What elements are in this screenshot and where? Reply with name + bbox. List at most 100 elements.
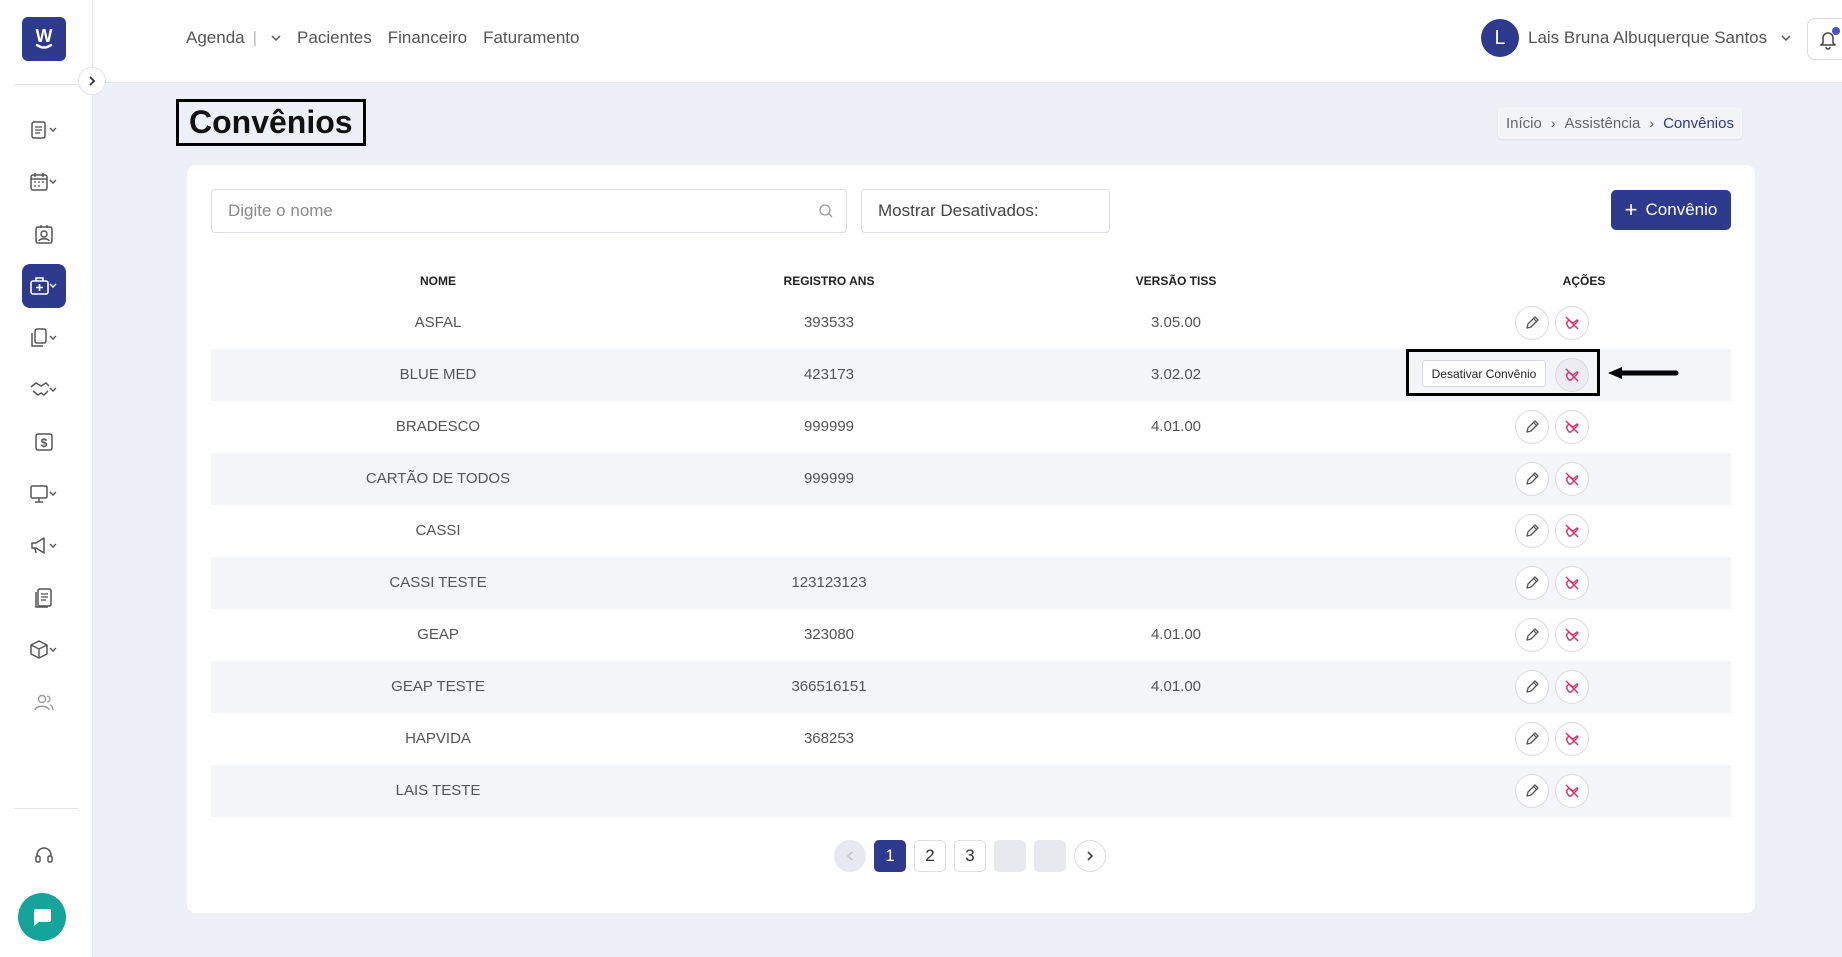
edit-button[interactable] xyxy=(1515,462,1549,496)
column-header-tiss[interactable]: VERSÃO TISS xyxy=(1135,274,1217,288)
table-row: HAPVIDA 368253 xyxy=(211,713,1731,765)
pencil-icon xyxy=(1526,316,1539,329)
show-disabled-filter: Mostrar Desativados: xyxy=(861,189,1682,233)
deactivate-button[interactable] xyxy=(1555,774,1589,808)
sidebar-item-reports[interactable] xyxy=(22,576,66,620)
hand-off-icon xyxy=(1565,732,1579,746)
notifications-button[interactable] xyxy=(1807,18,1842,60)
search-input[interactable] xyxy=(228,201,808,221)
edit-button[interactable] xyxy=(1515,410,1549,444)
table-row: BRADESCO 999999 4.01.00 xyxy=(211,401,1731,453)
add-insurance-button[interactable]: + Convênio xyxy=(1611,190,1731,230)
chevron-down-icon xyxy=(1781,35,1791,42)
nav-faturamento[interactable]: Faturamento xyxy=(483,28,580,47)
sidebar-item-computer[interactable] xyxy=(22,472,66,516)
handshake-icon xyxy=(30,382,57,396)
box-icon xyxy=(30,640,57,659)
chevron-right-icon: › xyxy=(1649,115,1655,131)
deactivate-button[interactable] xyxy=(1555,722,1589,756)
cell-name: GEAP TESTE xyxy=(391,678,485,695)
deactivate-button[interactable] xyxy=(1555,462,1589,496)
records-icon xyxy=(31,121,57,139)
nav-agenda-separator: | xyxy=(252,28,258,47)
edit-button[interactable] xyxy=(1515,514,1549,548)
show-disabled-label: Mostrar Desativados: xyxy=(878,201,1039,220)
next-page-button[interactable] xyxy=(1074,840,1106,872)
sidebar-divider xyxy=(14,84,78,85)
deactivate-button[interactable] xyxy=(1555,410,1589,444)
sidebar-item-assistance[interactable] xyxy=(22,264,66,308)
deactivate-button[interactable] xyxy=(1555,618,1589,652)
cell-name: HAPVIDA xyxy=(405,730,471,747)
sidebar-item-marketing[interactable] xyxy=(22,524,66,568)
chat-button[interactable] xyxy=(18,893,66,941)
add-insurance-label: Convênio xyxy=(1645,200,1718,219)
sidebar-item-documents[interactable] xyxy=(22,316,66,360)
sidebar-item-users[interactable] xyxy=(22,680,66,724)
pencil-icon xyxy=(1526,784,1539,797)
sidebar-item-handshake[interactable] xyxy=(22,368,66,412)
monitor-icon xyxy=(30,485,57,503)
svg-text:$: $ xyxy=(41,436,48,450)
nav-financeiro[interactable]: Financeiro xyxy=(387,28,468,47)
edit-button[interactable] xyxy=(1515,722,1549,756)
page-title: Convênios xyxy=(176,99,366,146)
app-logo[interactable]: W xyxy=(22,17,66,61)
patient-card-icon xyxy=(35,225,53,244)
hand-off-icon xyxy=(1565,524,1579,538)
edit-button[interactable] xyxy=(1515,774,1549,808)
bell-icon xyxy=(1820,32,1836,50)
deactivate-button[interactable] xyxy=(1555,358,1589,392)
breadcrumb-assistance[interactable]: Assistência xyxy=(1564,114,1641,132)
chevron-down-icon[interactable] xyxy=(269,31,283,45)
row-actions xyxy=(1515,410,1595,444)
page-3-button[interactable]: 3 xyxy=(954,840,986,872)
row-actions xyxy=(1515,774,1595,808)
sidebar-item-support[interactable] xyxy=(22,833,66,877)
sidebar-collapse-button[interactable] xyxy=(78,67,106,95)
notification-dot xyxy=(1832,27,1840,35)
edit-button[interactable] xyxy=(1515,306,1549,340)
deactivate-button[interactable] xyxy=(1555,566,1589,600)
user-menu[interactable]: L Lais Bruna Albuquerque Santos xyxy=(1481,19,1793,57)
column-header-name[interactable]: NOME xyxy=(420,274,456,288)
nav-pacientes[interactable]: Pacientes xyxy=(297,28,372,47)
row-actions xyxy=(1515,566,1595,600)
cell-name: CARTÃO DE TODOS xyxy=(365,470,511,487)
breadcrumb-current: Convênios xyxy=(1663,114,1734,132)
avatar: L xyxy=(1481,19,1519,57)
sidebar-item-calendar[interactable] xyxy=(22,160,66,204)
edit-button[interactable] xyxy=(1515,566,1549,600)
sidebar-item-inventory[interactable] xyxy=(22,628,66,672)
deactivate-tooltip: Desativar Convênio xyxy=(1422,360,1546,387)
hand-off-icon xyxy=(1565,784,1579,798)
cell-name: CASSI xyxy=(415,522,461,539)
deactivate-button[interactable] xyxy=(1555,670,1589,704)
hand-off-icon xyxy=(1565,680,1579,694)
edit-button[interactable] xyxy=(1515,670,1549,704)
sidebar-item-records[interactable] xyxy=(22,108,66,152)
pencil-icon xyxy=(1526,576,1539,589)
deactivate-button[interactable] xyxy=(1555,514,1589,548)
page-2-button[interactable]: 2 xyxy=(914,840,946,872)
search-field[interactable] xyxy=(211,189,847,233)
column-header-ans[interactable]: REGISTRO ANS xyxy=(783,274,875,288)
page-1-button[interactable]: 1 xyxy=(874,840,906,872)
medical-bag-icon xyxy=(30,277,57,295)
insurance-list-card: Mostrar Desativados: + Convênio NOME REG… xyxy=(187,165,1755,913)
sidebar-item-finance[interactable]: $ xyxy=(22,420,66,464)
cell-name: BLUE MED xyxy=(399,366,477,383)
edit-button[interactable] xyxy=(1515,618,1549,652)
chat-icon xyxy=(34,909,51,926)
cell-tiss: 4.01.00 xyxy=(1150,678,1202,695)
prev-page-button[interactable] xyxy=(834,840,866,872)
table-header: NOME REGISTRO ANS VERSÃO TISS AÇÕES xyxy=(211,267,1731,297)
row-actions xyxy=(1515,462,1595,496)
search-icon[interactable] xyxy=(818,203,834,219)
table-row: GEAP TESTE 366516151 4.01.00 xyxy=(211,661,1731,713)
nav-agenda[interactable]: Agenda xyxy=(186,28,245,47)
pencil-icon xyxy=(1526,524,1539,537)
breadcrumb-home[interactable]: Início xyxy=(1506,114,1542,132)
sidebar-item-patients[interactable] xyxy=(22,212,66,256)
deactivate-button[interactable] xyxy=(1555,306,1589,340)
